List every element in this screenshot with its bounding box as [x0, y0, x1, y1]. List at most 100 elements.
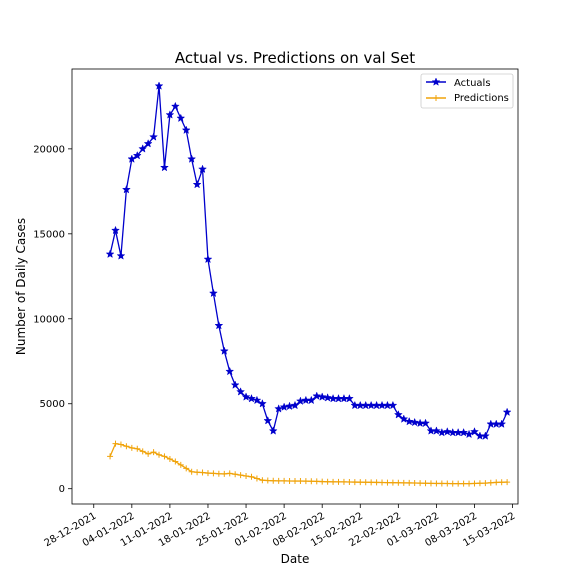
legend-marker-actuals	[431, 77, 441, 86]
data-point-predictions	[139, 448, 146, 455]
data-point-predictions	[270, 477, 277, 484]
data-point-predictions	[422, 480, 429, 487]
series-line-predictions	[109, 442, 508, 485]
data-point-predictions	[117, 441, 124, 448]
data-point-predictions	[357, 479, 364, 486]
data-point-predictions	[243, 472, 250, 479]
data-point-predictions	[226, 470, 233, 477]
data-point-actuals	[274, 404, 284, 413]
data-point-predictions	[145, 450, 152, 457]
data-point-predictions	[417, 480, 424, 487]
data-point-predictions	[438, 480, 445, 487]
data-point-predictions	[248, 473, 255, 480]
data-point-predictions	[498, 479, 505, 486]
series-line-actuals	[109, 85, 508, 437]
data-point-actuals	[421, 418, 431, 428]
data-point-predictions	[455, 480, 462, 487]
data-point-predictions	[346, 479, 353, 485]
data-point-actuals	[241, 392, 251, 401]
data-point-predictions	[406, 479, 413, 486]
legend-label-actuals: Actuals	[454, 78, 491, 89]
data-point-actuals	[187, 154, 197, 163]
data-point-predictions	[204, 470, 211, 477]
y-axis: 0 5000 10000 15000 20000	[33, 144, 72, 495]
data-point-predictions	[373, 479, 380, 486]
data-point-predictions	[379, 479, 386, 486]
data-point-actuals	[344, 393, 354, 403]
y-axis-title: Number of Daily Cases	[14, 218, 28, 355]
data-point-predictions	[384, 479, 391, 486]
data-point-actuals	[219, 346, 229, 355]
data-point-actuals	[111, 225, 120, 235]
data-point-predictions	[172, 458, 179, 465]
data-point-predictions	[340, 478, 347, 485]
data-point-actuals	[290, 400, 300, 410]
series-layer	[105, 81, 512, 487]
data-point-predictions	[161, 453, 168, 460]
data-point-predictions	[264, 477, 271, 484]
data-point-predictions	[471, 480, 478, 487]
data-point-predictions	[504, 479, 511, 486]
data-point-predictions	[188, 468, 195, 475]
data-point-actuals	[127, 154, 137, 163]
plot-frame	[71, 68, 519, 505]
data-point-predictions	[156, 451, 163, 458]
data-point-predictions	[166, 455, 173, 462]
data-point-predictions	[351, 479, 358, 486]
data-point-predictions	[476, 480, 483, 487]
data-point-predictions	[460, 480, 467, 487]
data-point-predictions	[286, 477, 293, 484]
data-point-actuals	[176, 113, 186, 123]
data-point-predictions	[466, 480, 473, 487]
data-point-actuals	[159, 162, 169, 172]
data-point-actuals	[263, 416, 273, 425]
data-point-actuals	[230, 380, 240, 389]
legend-label-predictions: Predictions	[454, 93, 509, 104]
legend-marker-predictions	[433, 95, 439, 101]
data-point-predictions	[427, 480, 434, 487]
data-point-predictions	[107, 453, 114, 460]
y-tick-label: 0	[59, 484, 65, 495]
data-point-actuals	[431, 426, 441, 435]
data-point-predictions	[368, 479, 375, 486]
data-point-predictions	[292, 478, 298, 485]
data-point-predictions	[493, 479, 500, 486]
data-point-actuals	[442, 427, 452, 436]
data-point-predictions	[112, 440, 119, 447]
data-point-predictions	[324, 478, 331, 485]
data-point-actuals	[279, 402, 289, 411]
data-point-actuals	[154, 81, 164, 90]
data-point-actuals	[323, 393, 333, 402]
legend: Actuals Predictions	[420, 73, 514, 109]
data-point-predictions	[362, 479, 369, 486]
data-point-actuals	[165, 110, 175, 119]
data-point-actuals	[192, 179, 202, 189]
data-point-actuals	[312, 391, 322, 400]
data-point-predictions	[389, 479, 396, 486]
data-point-actuals	[105, 249, 115, 259]
data-point-predictions	[183, 465, 190, 472]
data-point-actuals	[470, 427, 479, 436]
data-point-actuals	[138, 144, 148, 153]
data-point-predictions	[237, 472, 244, 479]
data-point-actuals	[236, 387, 246, 396]
data-point-actuals	[121, 184, 131, 194]
data-point-actuals	[399, 414, 409, 423]
data-point-actuals	[464, 429, 474, 439]
x-axis-title: Date	[281, 552, 310, 566]
data-point-actuals	[480, 431, 490, 440]
data-point-actuals	[203, 254, 213, 264]
data-point-predictions	[444, 480, 451, 487]
data-point-predictions	[400, 479, 407, 486]
data-point-predictions	[395, 479, 402, 486]
data-point-predictions	[482, 480, 489, 487]
data-point-predictions	[150, 449, 157, 456]
data-point-predictions	[487, 479, 494, 486]
data-point-predictions	[313, 478, 320, 485]
data-point-actuals	[497, 419, 507, 428]
data-point-predictions	[275, 477, 282, 484]
data-point-predictions	[134, 445, 141, 452]
data-point-actuals	[393, 410, 403, 419]
data-point-actuals	[317, 392, 327, 401]
